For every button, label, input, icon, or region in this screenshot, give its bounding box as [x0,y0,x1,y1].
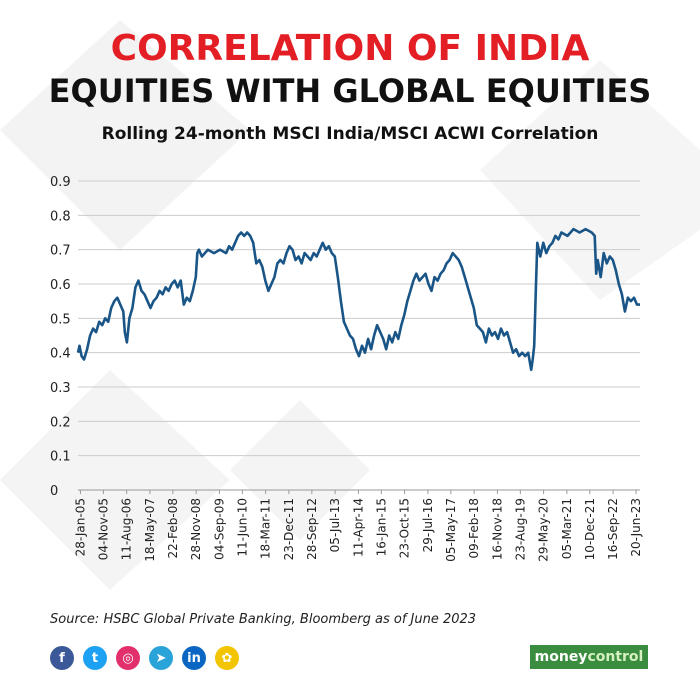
x-tick-label: 04-Nov-05 [96,498,110,560]
brand-control-text: control [587,649,644,665]
x-tick-label: 22-Feb-08 [166,498,180,558]
x-tick-label: 23-Dec-11 [282,498,296,560]
x-tick-label: 11-Jun-10 [235,498,249,557]
twitter-icon[interactable]: t [83,646,107,670]
x-tick-label: 10-Dec-21 [583,498,597,560]
title-line-2: EQUITIES WITH GLOBAL EQUITIES [48,72,652,110]
linkedin-icon[interactable]: in [182,646,206,670]
y-tick-label: 0.5 [50,312,71,327]
y-tick-label: 0.2 [50,415,71,430]
x-tick-label: 05-Jul-13 [328,498,342,552]
x-tick-label: 18-Mar-11 [259,498,273,559]
y-tick-label: 0.8 [50,209,71,224]
social-icons: f t ◎ ➤ in ✿ [50,646,239,670]
x-tick-label: 28-Sep-12 [305,498,319,560]
y-tick-label: 0.4 [50,347,71,362]
x-tick-label: 29-Jul-16 [421,498,435,552]
x-tick-label: 23-Oct-15 [398,498,412,558]
x-tick-label: 04-Sep-09 [212,498,226,560]
telegram-icon[interactable]: ➤ [149,646,173,670]
x-tick-label: 09-Feb-18 [467,498,481,558]
x-tick-label: 28-Jan-05 [73,498,87,556]
x-tick-label: 18-May-07 [143,498,157,562]
koo-icon[interactable]: ✿ [215,646,239,670]
x-tick-label: 16-Nov-18 [490,498,504,560]
instagram-icon[interactable]: ◎ [116,646,140,670]
x-tick-label: 20-Jun-23 [629,498,643,557]
x-tick-label: 11-Aug-06 [120,498,134,560]
x-tick-label: 16-Jan-15 [374,498,388,556]
brand-money-text: money [534,649,588,665]
x-tick-label: 16-Sep-22 [606,498,620,560]
x-tick-label: 29-May-20 [537,498,551,562]
x-tick-label: 23-Aug-19 [513,498,527,560]
x-tick-label: 05-Mar-21 [560,498,574,559]
facebook-icon[interactable]: f [50,646,74,670]
y-tick-label: 0.6 [50,278,71,293]
y-tick-label: 0.7 [50,244,71,259]
source-note: Source: HSBC Global Private Banking, Blo… [50,612,477,627]
y-tick-label: 0.1 [50,450,71,465]
series-line-correlation [76,227,640,372]
moneycontrol-logo[interactable]: money control [530,645,648,669]
title-line-1: CORRELATION OF INDIA [110,28,590,69]
y-tick-label: 0.9 [50,175,71,190]
x-tick-label: 11-Apr-14 [351,498,365,557]
chart-subtitle: Rolling 24-month MSCI India/MSCI ACWI Co… [101,124,599,144]
y-tick-label: 0.3 [50,381,71,396]
x-tick-label: 05-May-17 [444,498,458,562]
y-tick-label: 0 [50,484,58,499]
x-tick-label: 28-Nov-08 [189,498,203,560]
